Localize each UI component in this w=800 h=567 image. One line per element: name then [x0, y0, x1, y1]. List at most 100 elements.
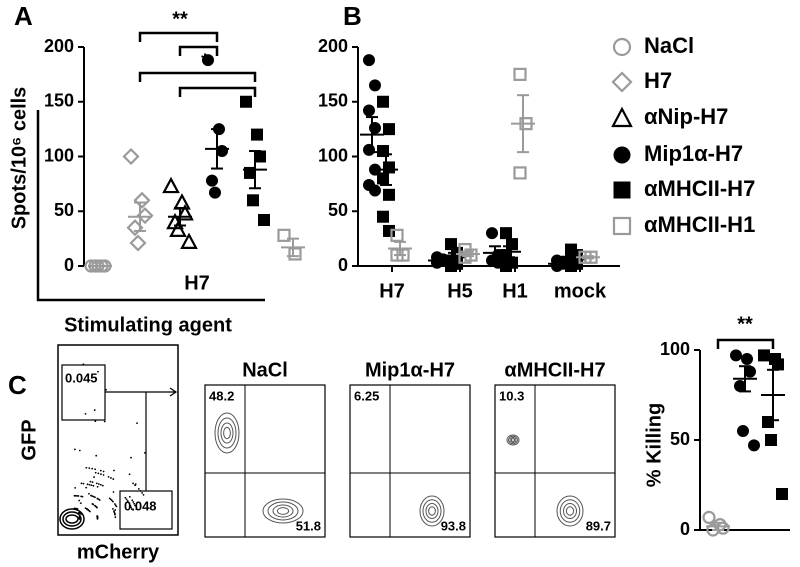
significance: ** [737, 313, 753, 335]
point [129, 234, 147, 252]
event-dot [130, 508, 133, 511]
event-dot [78, 449, 81, 452]
significance-bracket [178, 86, 257, 97]
quadrant-value: 10.3 [499, 388, 524, 403]
event-dot [94, 471, 97, 474]
x-axis-title: Stimulating agent [64, 314, 232, 336]
legend-label: αNip-H7 [644, 104, 728, 129]
event-dot [95, 482, 98, 485]
event-dot [132, 482, 134, 485]
point [169, 220, 187, 237]
point [734, 380, 746, 392]
x-tick-label: H7 [379, 280, 405, 302]
event-dot [73, 448, 76, 451]
gate-arrow [105, 387, 178, 491]
contour [272, 504, 294, 518]
flow-plot [494, 384, 616, 538]
event-dot [96, 485, 99, 488]
legend-label: H7 [644, 68, 672, 93]
point [247, 194, 259, 207]
event-dot [76, 495, 79, 497]
event-dot [142, 493, 145, 496]
point [254, 150, 266, 163]
event-dot [88, 483, 91, 486]
contour [220, 422, 234, 444]
contour [422, 499, 442, 523]
event-dot [132, 501, 135, 503]
contour [509, 437, 517, 443]
y-tick-label: 0 [338, 255, 348, 275]
flow-plot [349, 384, 471, 538]
event-dot [136, 422, 138, 425]
event-dot [130, 506, 132, 509]
x-tick-label: H7 [184, 272, 210, 294]
point [377, 145, 389, 158]
contour [267, 501, 299, 521]
x-axis-title: mCherry [77, 541, 160, 563]
plot-title: NaCl [242, 359, 288, 381]
quadrant-value: 6.25 [354, 388, 379, 403]
event-dot [107, 475, 110, 478]
flow-plot [57, 344, 179, 536]
event-dot [85, 466, 88, 469]
point [741, 353, 753, 365]
point [737, 425, 749, 437]
point [363, 54, 375, 67]
event-dot [90, 484, 93, 487]
significance: ** [172, 8, 188, 30]
contour [223, 426, 231, 440]
event-dot [94, 420, 97, 423]
y-tick-label: 200 [44, 36, 74, 56]
event-dot [78, 499, 81, 502]
legend-marker [611, 106, 633, 128]
y-tick-label: 100 [318, 145, 348, 165]
contour [425, 503, 439, 519]
event-dot [128, 473, 131, 476]
point [216, 145, 228, 158]
point [240, 95, 252, 108]
point [730, 349, 742, 362]
point [202, 54, 214, 67]
contour [428, 506, 436, 516]
event-dot [114, 509, 117, 511]
y-axis-title: Spots/10⁶ cells [8, 87, 30, 230]
event-dot [114, 516, 117, 519]
event-dot [125, 498, 128, 501]
event-dot [143, 452, 146, 454]
point [377, 95, 389, 108]
event-dot [91, 481, 94, 484]
event-dot [103, 420, 106, 423]
point [377, 172, 389, 185]
event-dot [113, 503, 116, 505]
x-tick-label: mock [554, 280, 607, 302]
point [500, 227, 512, 240]
significance-bracket [138, 71, 257, 82]
point [162, 176, 180, 194]
event-dot [108, 497, 111, 500]
quadrant-value: 51.8 [296, 518, 321, 533]
quadrant-value: 89.7 [586, 518, 611, 533]
y-tick-label: 0 [64, 255, 74, 275]
plot-title: Mip1α-H7 [365, 359, 455, 381]
contour [59, 508, 85, 530]
event-dot [134, 484, 137, 487]
x-tick-label: H1 [502, 280, 528, 302]
event-dot [134, 504, 136, 507]
event-dot [84, 412, 87, 415]
event-dot [126, 499, 129, 502]
event-dot [85, 486, 88, 489]
event-dot [112, 491, 115, 493]
event-dot [131, 499, 134, 502]
point [765, 434, 777, 446]
quadrant-value: 48.2 [209, 388, 234, 403]
contour [214, 412, 240, 454]
event-dot [88, 492, 90, 495]
contour [508, 435, 518, 445]
legend-label: NaCl [644, 33, 694, 58]
point [500, 260, 512, 272]
event-dot [78, 516, 81, 519]
point [206, 174, 218, 187]
event-dot [112, 478, 115, 480]
y-tick-label: 50 [328, 200, 348, 220]
